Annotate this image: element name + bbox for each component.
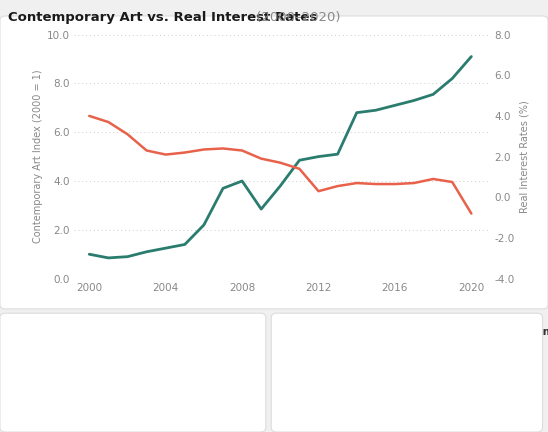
Text: (2000–2020): (2000–2020) — [252, 11, 340, 24]
Y-axis label: Contemporary Art Index (2000 = 1): Contemporary Art Index (2000 = 1) — [33, 70, 43, 243]
Text: Contemporary Art vs. Real Interest Rates: Contemporary Art vs. Real Interest Rates — [8, 11, 317, 24]
Text: Measured through July 2020.: Measured through July 2020. — [290, 392, 431, 402]
Y-axis label: Real Interest Rates (%): Real Interest Rates (%) — [519, 100, 529, 213]
Text: Repeat-Sale Pair Index using Standard &
Poor's CoreLogic Case-Shiller Indices
Me: Repeat-Sale Pair Index using Standard & … — [18, 362, 216, 400]
Text: Post War & Contemporary Art: Post War & Contemporary Art — [49, 332, 235, 342]
Text: Treasury Inflation-Indexed Long-Term
Average Yield: Treasury Inflation-Indexed Long-Term Ave… — [321, 327, 548, 348]
